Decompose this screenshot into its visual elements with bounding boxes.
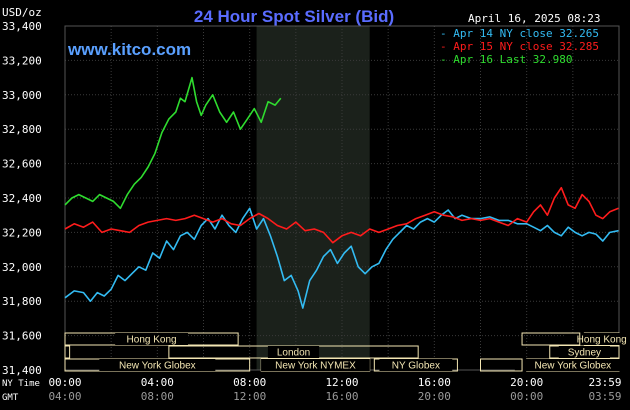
x-tick-gmt: 03:59 (588, 390, 621, 403)
market-session-label: NY Globex (392, 361, 440, 372)
y-axis-ticks: 31,400 31,600 31,800 32,000 32,200 32,400 32,6… (2, 20, 42, 377)
market-session-box (480, 358, 523, 372)
y-tick-label: 32,800 (2, 123, 42, 136)
market-session-label: New York Globex (119, 361, 196, 372)
series-line-apr16 (64, 76, 282, 210)
x-tick-gmt: 20:00 (418, 390, 451, 403)
x-tick-gmt: 04:00 (48, 390, 81, 403)
market-session-label-bg (267, 346, 320, 358)
series-layer (64, 76, 619, 309)
y-tick-label: 31,600 (2, 330, 42, 343)
market-session (480, 358, 523, 372)
x-tick-ny: 23:59 (588, 376, 621, 389)
market-session: Hong Kong (64, 332, 239, 346)
market-session-label-bg (115, 333, 188, 345)
series-line-apr14 (64, 207, 619, 309)
y-tick-label: 32,600 (2, 158, 42, 171)
y-tick-label: 31,800 (2, 295, 42, 308)
market-session-label: Sydney (568, 348, 601, 359)
site-watermark: www.kitco.com (67, 40, 191, 59)
market-session: Hong Kong (565, 332, 630, 346)
x-tick-ny: 04:00 (141, 376, 174, 389)
legend-entry: - Apr 14 NY close 32.265 (440, 27, 599, 40)
x-tick-ny: 12:00 (325, 376, 358, 389)
x-tick-ny: 00:00 (48, 376, 81, 389)
y-tick-label: 32,000 (2, 261, 42, 274)
legend-entry: - Apr 15 NY close 32.285 (440, 40, 599, 53)
market-session-label-bg (261, 359, 370, 371)
market-session-label-bg (99, 359, 216, 371)
market-session-label: Hong Kong (127, 335, 177, 346)
nymex-highlight-band (256, 26, 370, 370)
market-session-box (64, 345, 71, 359)
y-tick-label: 33,000 (2, 89, 42, 102)
x-tick-ny: 16:00 (418, 376, 451, 389)
market-session-label-bg (379, 359, 453, 371)
x-tick-ny: 08:00 (233, 376, 266, 389)
market-session: Sydney (549, 345, 620, 359)
ny-time-label: NY Time (2, 379, 40, 389)
market-session-label: Hong Kong (577, 335, 627, 346)
market-session: London (168, 345, 419, 359)
legend-entry: - Apr 16 Last 32.980 (440, 53, 572, 66)
y-tick-label: 33,400 (2, 20, 42, 33)
time-axis: NY Time GMT 00:00 04:00 08:00 12:00 16:00 20:… (2, 376, 622, 403)
market-session-label-bg (514, 359, 630, 371)
y-tick-label: 33,200 (2, 54, 42, 67)
market-session-box (521, 332, 581, 346)
market-session (521, 332, 581, 346)
market-session-label: New York Globex (534, 361, 611, 372)
x-tick-gmt: 08:00 (141, 390, 174, 403)
series-line-apr15 (64, 186, 619, 244)
market-session: New York Globex (514, 358, 630, 372)
market-session: New York Globex (64, 358, 251, 372)
highlight-band-layer (256, 26, 370, 370)
x-tick-gmt: 16:00 (325, 390, 358, 403)
market-session: New York NYMEX (260, 358, 371, 372)
market-session: NY Globex (373, 358, 458, 372)
market-session-label: London (277, 348, 310, 359)
x-tick-gmt: 12:00 (233, 390, 266, 403)
x-tick-ny: 20:00 (510, 376, 543, 389)
y-tick-label: 32,400 (2, 192, 42, 205)
market-session-label-bg (558, 346, 610, 358)
y-unit-label: USD/oz (2, 6, 42, 19)
y-tick-label: 32,200 (2, 226, 42, 239)
x-tick-gmt: 00:00 (510, 390, 543, 403)
chart-date-time: April 16, 2025 08:23 (468, 12, 600, 25)
market-sessions: Hong Kong London New York Globex New York N… (64, 332, 630, 372)
market-session (64, 345, 71, 359)
gmt-label: GMT (2, 393, 19, 403)
y-tick-label: 31,400 (2, 364, 42, 377)
market-session-label-bg (565, 333, 630, 345)
market-session-label: New York NYMEX (275, 361, 356, 372)
chart-title: 24 Hour Spot Silver (Bid) (194, 7, 394, 26)
legend: - Apr 14 NY close 32.265- Apr 15 NY clos… (440, 27, 599, 66)
